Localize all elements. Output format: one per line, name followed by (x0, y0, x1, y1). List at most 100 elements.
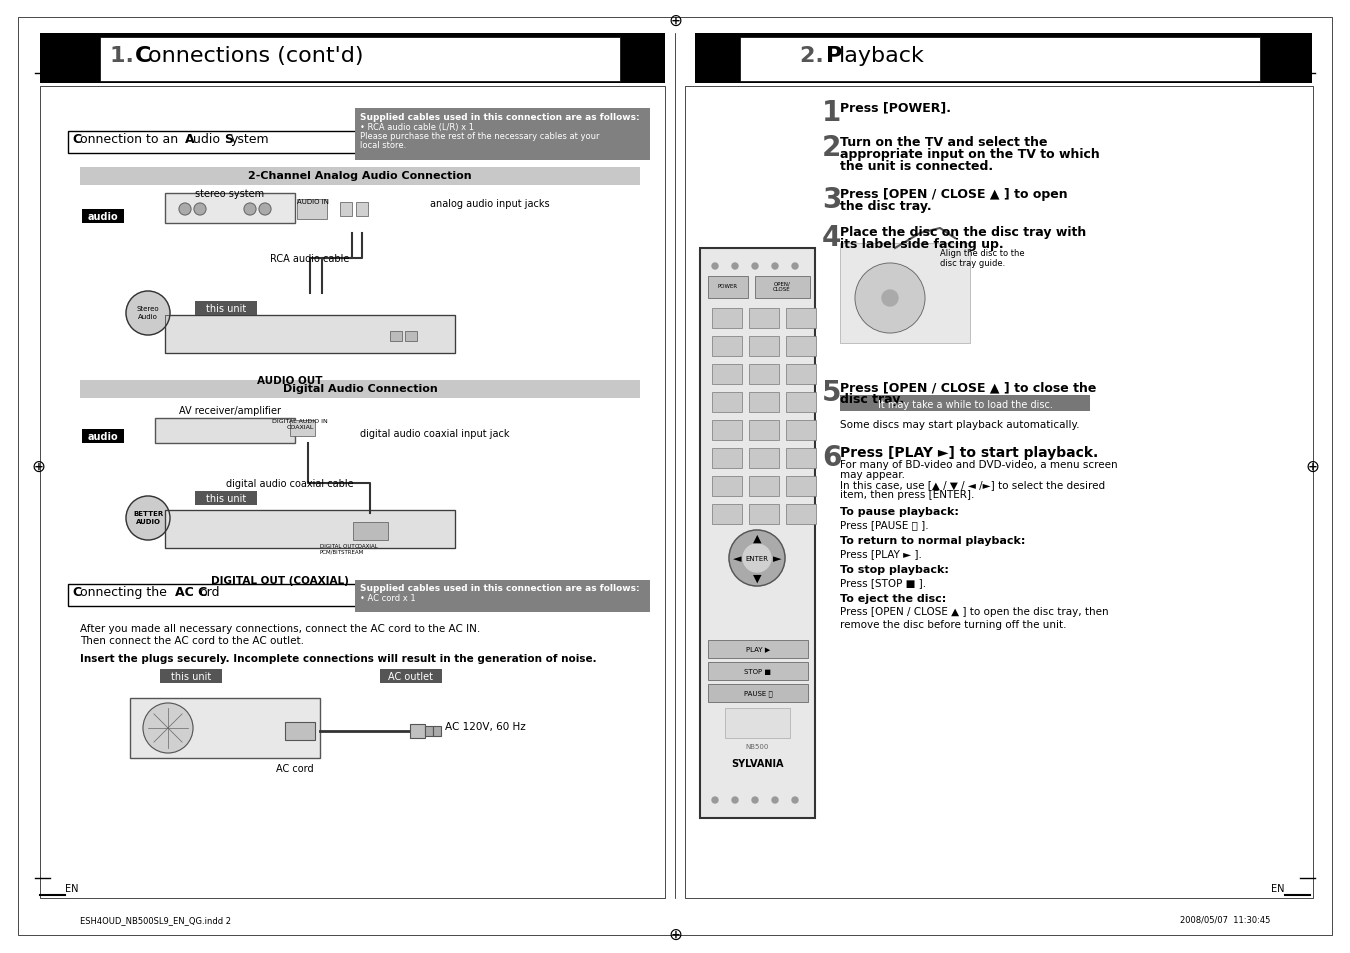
Circle shape (752, 264, 757, 270)
Circle shape (792, 264, 798, 270)
Bar (352, 522, 387, 540)
Circle shape (126, 292, 170, 335)
Text: ⊕: ⊕ (1305, 457, 1319, 476)
Bar (425, 726, 433, 737)
Text: digital audio coaxial input jack: digital audio coaxial input jack (360, 429, 509, 438)
Bar (840, 395, 1089, 412)
Text: onnecting the: onnecting the (80, 585, 171, 598)
Bar (707, 662, 809, 680)
Text: C: C (135, 46, 151, 66)
Text: RCA audio cable: RCA audio cable (270, 253, 350, 264)
Text: AC outlet: AC outlet (389, 671, 433, 681)
Text: COAXIAL: COAXIAL (355, 543, 379, 548)
Text: C: C (72, 132, 81, 146)
Bar (786, 476, 815, 497)
Bar (82, 430, 124, 443)
Bar (165, 193, 296, 224)
Bar (194, 302, 256, 315)
Text: POWER: POWER (718, 284, 738, 289)
Bar (786, 309, 815, 329)
Bar (82, 210, 124, 224)
Circle shape (882, 291, 898, 307)
Bar (711, 449, 743, 469)
Text: Press [PLAY ►] to start playback.: Press [PLAY ►] to start playback. (840, 446, 1099, 459)
Text: item, then press [ENTER].: item, then press [ENTER]. (840, 490, 975, 499)
Text: S: S (224, 132, 234, 146)
Text: PAUSE ⏸: PAUSE ⏸ (744, 690, 772, 697)
Circle shape (259, 204, 271, 215)
Text: P: P (826, 46, 842, 66)
Circle shape (711, 797, 718, 803)
Text: Supplied cables used in this connection are as follows:: Supplied cables used in this connection … (360, 583, 640, 593)
Text: ord: ord (198, 585, 220, 598)
Text: AV receiver/amplifier: AV receiver/amplifier (180, 406, 281, 416)
Bar (695, 34, 1312, 84)
Bar (749, 504, 779, 524)
Circle shape (855, 264, 925, 334)
Bar (405, 332, 417, 341)
Bar (786, 336, 815, 356)
Bar (68, 132, 448, 153)
Bar (410, 724, 425, 739)
Bar (711, 420, 743, 440)
Bar (711, 365, 743, 385)
Bar (161, 669, 221, 683)
Text: C: C (72, 585, 81, 598)
Circle shape (711, 264, 718, 270)
Bar (100, 38, 620, 82)
Text: Stereo: Stereo (136, 306, 159, 312)
Text: AUDIO IN: AUDIO IN (297, 199, 329, 205)
Bar (433, 726, 441, 737)
Bar (297, 200, 327, 220)
Text: Then connect the AC cord to the AC outlet.: Then connect the AC cord to the AC outle… (80, 636, 304, 645)
Bar (711, 504, 743, 524)
Text: 4: 4 (822, 224, 841, 252)
Bar (755, 276, 810, 298)
Bar (701, 249, 815, 818)
Text: 2-Channel Analog Audio Connection: 2-Channel Analog Audio Connection (248, 171, 471, 181)
Text: EN: EN (1272, 883, 1285, 893)
Text: For many of BD-video and DVD-video, a menu screen: For many of BD-video and DVD-video, a me… (840, 459, 1118, 470)
Text: digital audio coaxial cable: digital audio coaxial cable (227, 478, 354, 489)
Text: Insert the plugs securely. Incomplete connections will result in the generation : Insert the plugs securely. Incomplete co… (80, 654, 597, 663)
Bar (711, 336, 743, 356)
Bar (340, 203, 352, 216)
Text: AC C: AC C (176, 585, 208, 598)
Bar (740, 38, 1260, 82)
Text: ►: ► (772, 554, 782, 563)
Text: remove the disc before turning off the unit.: remove the disc before turning off the u… (840, 619, 1066, 629)
Text: this unit: this unit (205, 304, 246, 314)
Text: ▼: ▼ (753, 574, 761, 583)
Text: To return to normal playback:: To return to normal playback: (840, 536, 1026, 545)
Text: Some discs may start playback automatically.: Some discs may start playback automatica… (840, 419, 1080, 430)
Circle shape (126, 497, 170, 540)
Bar (749, 476, 779, 497)
Bar (165, 315, 455, 354)
Text: Press [PAUSE ⏸ ].: Press [PAUSE ⏸ ]. (840, 519, 929, 530)
Circle shape (143, 703, 193, 753)
Text: AUDIO: AUDIO (135, 518, 161, 524)
Text: DIGITAL AUDIO IN
COAXIAL: DIGITAL AUDIO IN COAXIAL (273, 418, 328, 430)
Text: A: A (185, 132, 194, 146)
Text: disc tray guide.: disc tray guide. (940, 258, 1006, 268)
Bar (707, 276, 748, 298)
Bar (684, 87, 1314, 898)
Bar (165, 315, 455, 354)
Text: 2: 2 (822, 133, 841, 162)
Bar (356, 203, 369, 216)
Text: onnection to an: onnection to an (80, 132, 182, 146)
Bar (786, 393, 815, 413)
Bar (165, 511, 455, 548)
Text: audio: audio (88, 212, 119, 222)
Text: DIGITAL OUT
PCM/BITSTREAM: DIGITAL OUT PCM/BITSTREAM (320, 543, 364, 555)
Bar (786, 449, 815, 469)
Text: ESH4OUD_NB500SL9_EN_QG.indd 2: ESH4OUD_NB500SL9_EN_QG.indd 2 (80, 915, 231, 924)
Text: AC 120V, 60 Hz: AC 120V, 60 Hz (446, 721, 525, 731)
Text: ⊕: ⊕ (31, 457, 45, 476)
Text: Press [STOP ■ ].: Press [STOP ■ ]. (840, 578, 926, 587)
Bar (80, 168, 640, 186)
Circle shape (244, 204, 256, 215)
Bar (155, 418, 296, 443)
Bar (749, 336, 779, 356)
Text: appropriate input on the TV to which: appropriate input on the TV to which (840, 148, 1100, 161)
